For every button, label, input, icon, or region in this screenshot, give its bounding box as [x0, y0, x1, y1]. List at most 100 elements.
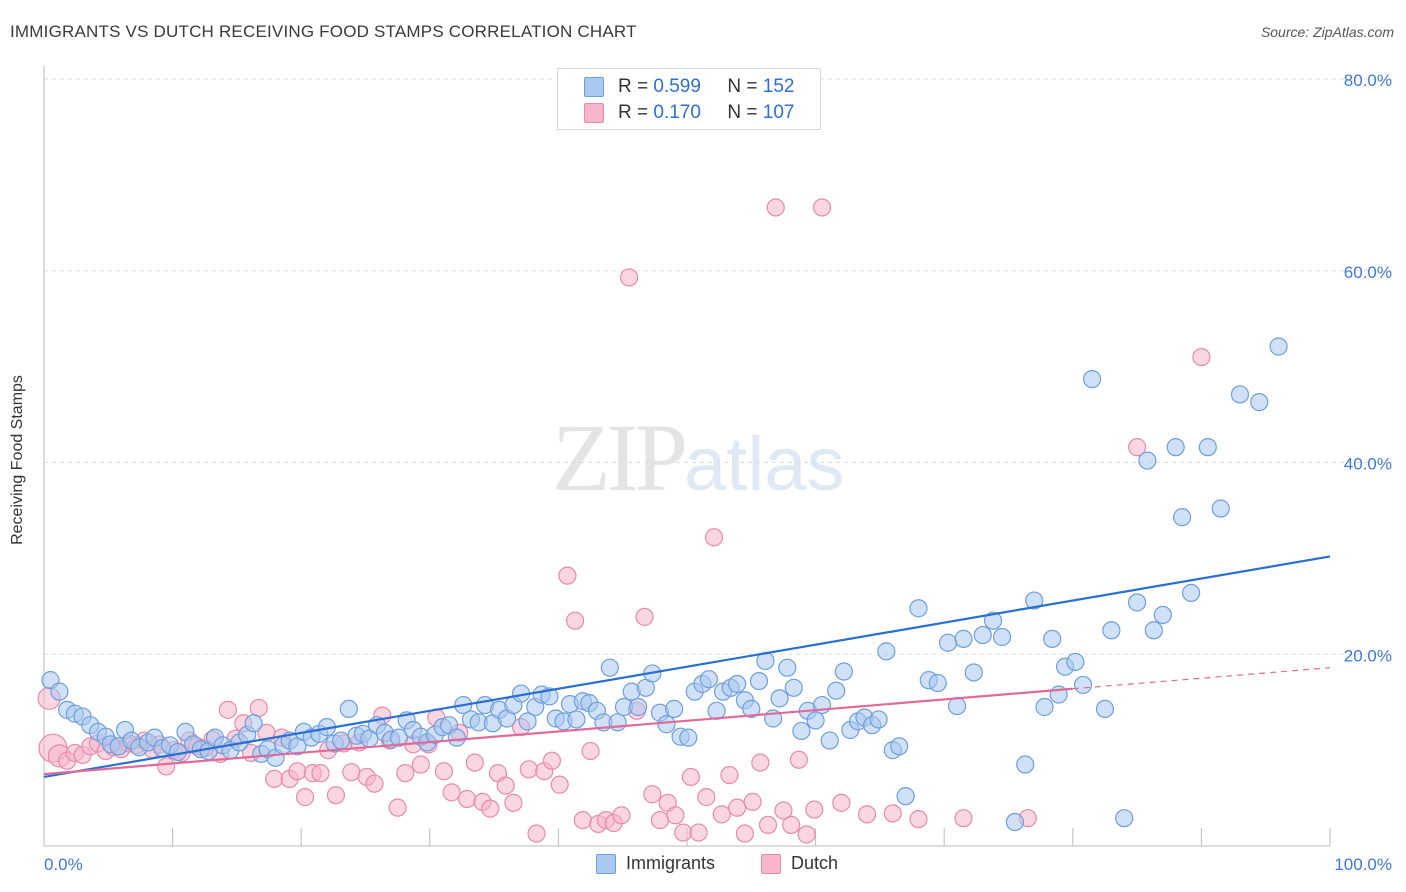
dutch-point [674, 823, 693, 842]
dutch-point [797, 825, 816, 844]
gridlines [44, 78, 1392, 655]
dutch-point [712, 805, 731, 824]
immigrants-point [954, 629, 973, 649]
immigrants-point [1082, 369, 1102, 389]
legend-r-label: R = [618, 76, 649, 97]
dutch-point [457, 789, 477, 809]
immigrants-point [1066, 652, 1085, 672]
dutch-point [481, 799, 500, 818]
dutch-point [157, 757, 176, 776]
immigrants-point [770, 689, 789, 708]
immigrants-point [964, 663, 983, 682]
legend-n-value: 152 [762, 76, 795, 97]
dutch-point [635, 607, 654, 626]
immigrants-point [877, 642, 896, 661]
legend-n-label: N = [727, 76, 758, 97]
immigrants-point [938, 633, 958, 652]
immigrants-point [657, 715, 676, 734]
legend-n-label: N = [727, 102, 758, 123]
immigrants-point [728, 674, 747, 694]
legend-r-value: 0.599 [653, 76, 701, 97]
immigrants-point [1144, 621, 1163, 640]
dutch-point [689, 823, 708, 842]
dutch-point [643, 785, 662, 804]
series-legend: Immigrants Dutch [0, 851, 1406, 877]
legend-item-dutch[interactable]: Dutch [761, 853, 838, 874]
immigrants-point [447, 728, 466, 747]
trend-lines [43, 555, 1331, 779]
dutch-point [681, 767, 700, 787]
immigrants-point [820, 731, 839, 750]
dutch-point [728, 798, 747, 817]
legend-label-immigrants: Immigrants [626, 853, 716, 873]
immigrants-point [749, 671, 769, 691]
legend-n-value: 107 [762, 102, 795, 123]
immigrants-point [983, 611, 1003, 630]
legend-swatch-dutch [584, 103, 604, 123]
dutch-point [1127, 438, 1147, 457]
y-tick-labels: 20.0% 40.0% 60.0% 80.0% [1344, 71, 1392, 665]
immigrants-point [1230, 385, 1250, 404]
dutch-point [909, 810, 928, 829]
dutch-point [218, 700, 237, 719]
immigrants-point [928, 673, 947, 693]
dutch-point [857, 805, 877, 824]
immigrants-point [973, 625, 992, 645]
immigrants-point [1025, 591, 1044, 610]
immigrants-point [896, 787, 915, 806]
source-note: Source: ZipAtlas.com [1260, 24, 1394, 40]
watermark-atlas: atlas [684, 422, 845, 507]
dutch-point [542, 751, 562, 770]
x-tick-label-0: 0.0% [44, 855, 83, 874]
immigrants-point [742, 699, 761, 718]
dutch-point [504, 793, 523, 812]
immigrants-point [792, 721, 811, 741]
immigrants-point [679, 728, 698, 747]
immigrants-point [909, 599, 928, 618]
immigrants-point [1005, 812, 1025, 832]
legend-row-immigrants: R = 0.599 N = 152 [584, 75, 794, 99]
immigrants-point [834, 662, 853, 681]
immigrants-point [600, 658, 619, 677]
dutch-point [743, 792, 762, 811]
legend-r-label: R = [618, 102, 649, 123]
dutch-trend-extension [1072, 667, 1331, 690]
dutch-point [411, 755, 430, 774]
immigrants-point [1166, 438, 1185, 457]
dutch-point [774, 801, 793, 820]
legend-box: R = 0.599 N = 152 R = 0.170 N = 107 [557, 68, 821, 130]
x-tick-label-100: 100.0% [1334, 855, 1392, 874]
immigrants-point [1198, 438, 1217, 457]
dutch-point [720, 765, 739, 785]
immigrants-point [947, 696, 967, 716]
legend-row-dutch: R = 0.170 N = 107 [584, 101, 794, 125]
immigrants-point [1095, 699, 1115, 718]
dutch-point [954, 809, 973, 828]
immigrants-point [1269, 337, 1288, 356]
immigrants-point [699, 670, 718, 689]
legend-item-immigrants[interactable]: Immigrants [596, 853, 715, 874]
dutch-point [697, 788, 716, 807]
x-ticks [43, 828, 1331, 846]
dutch-point [342, 763, 361, 782]
dutch-point [558, 566, 577, 585]
immigrants-point [518, 712, 537, 731]
dutch-point [311, 764, 330, 783]
immigrants-point [1153, 605, 1172, 625]
immigrants-point [1127, 593, 1147, 612]
immigrants-point [827, 681, 846, 700]
immigrants-point [331, 731, 351, 750]
dutch-point [288, 762, 307, 781]
dutch-point [265, 769, 284, 788]
immigrants-points [41, 337, 1288, 832]
dutch-point [704, 528, 724, 547]
dutch-trend-line [43, 687, 1073, 776]
immigrants-point [784, 678, 803, 697]
immigrants-point [1043, 629, 1062, 649]
dutch-point [789, 750, 808, 769]
immigrants-point [1016, 755, 1035, 774]
dutch-point [465, 753, 484, 772]
immigrants-point [608, 713, 627, 732]
immigrants-point [992, 627, 1012, 647]
